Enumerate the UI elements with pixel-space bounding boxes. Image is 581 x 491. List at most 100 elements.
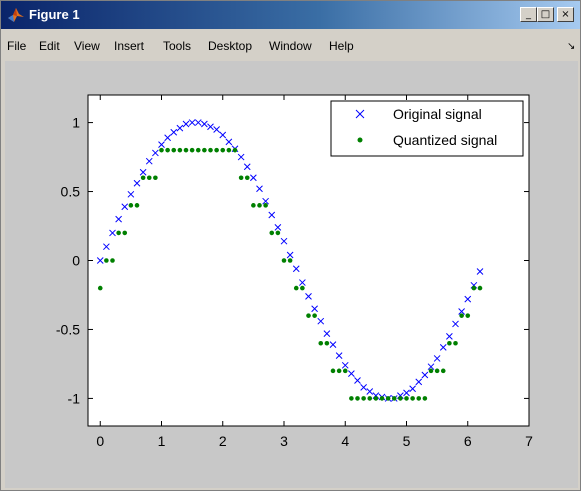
quantized-signal-point (416, 396, 422, 401)
quantized-signal-point (342, 368, 348, 374)
dock-arrow-icon[interactable]: ↘ (567, 41, 576, 52)
x-tick-label: 6 (464, 433, 472, 449)
original-signal-point (452, 320, 459, 328)
maximize-button[interactable]: □ (537, 7, 554, 22)
original-signal-point (158, 141, 165, 149)
original-signal-point (299, 279, 306, 286)
quantized-signal-point (471, 285, 477, 291)
original-signal-point (109, 229, 116, 237)
quantized-signal-point (336, 368, 342, 374)
original-signal-point (439, 344, 447, 351)
original-signal-point (464, 295, 472, 303)
axis-ticks: 0 1 2 3 4 5 6 7 -1 -0.5 0 0.5 1 (56, 95, 533, 449)
original-signal-point (115, 215, 122, 223)
quantized-signal-point (391, 396, 397, 401)
quantized-signal-point (361, 396, 366, 401)
quantized-signal-point (195, 147, 201, 153)
quantized-signal-point (116, 230, 121, 236)
original-signal-point (219, 131, 227, 139)
quantized-signal-point (134, 203, 140, 208)
quantized-signal-point (385, 396, 391, 401)
legend-entry-original: Original signal (393, 106, 482, 122)
quantized-signal-point (128, 203, 134, 208)
original-signal-point (256, 185, 263, 193)
quantized-signal-point (220, 147, 226, 153)
quantized-signal-point (171, 147, 177, 153)
series-original-signal (96, 119, 484, 402)
quantized-signal-point (453, 340, 458, 346)
quantized-signal-point (177, 147, 183, 153)
quantized-signal-point (330, 368, 336, 374)
quantized-signal-point (226, 147, 232, 153)
quantized-signal-point (214, 147, 219, 153)
x-tick-label: 3 (280, 433, 288, 449)
quantized-signal-point (324, 340, 330, 346)
quantized-signal-point (238, 175, 244, 181)
original-signal-point (458, 308, 465, 315)
series-quantized-signal (97, 147, 483, 401)
original-signal-point (127, 190, 135, 198)
original-signal-point (133, 179, 141, 187)
quantized-signal-point (355, 396, 360, 401)
quantized-signal-point (257, 203, 262, 208)
x-tick-label: 0 (96, 433, 104, 449)
menu-insert[interactable]: Insert (114, 39, 145, 53)
menu-view[interactable]: View (74, 39, 100, 53)
quantized-signal-point (208, 147, 213, 153)
menu-edit[interactable]: Edit (39, 39, 60, 53)
original-signal-point (421, 371, 429, 379)
original-signal-point (164, 134, 171, 142)
quantized-signal-point (275, 230, 281, 236)
quantized-signal-point (440, 368, 446, 374)
menu-desktop[interactable]: Desktop (208, 39, 253, 53)
y-tick-label: -0.5 (56, 321, 80, 337)
quantized-signal-point (244, 175, 250, 181)
original-signal-point (348, 370, 355, 377)
original-signal-point (96, 257, 104, 264)
original-signal-point (476, 268, 484, 275)
y-tick-label: 1 (72, 115, 80, 131)
minimize-button[interactable]: _ (520, 7, 537, 22)
quantized-signal-point (293, 285, 299, 291)
original-signal-point (292, 265, 300, 273)
y-tick-label: -1 (68, 390, 81, 406)
quantized-signal-point (318, 340, 324, 346)
menu-file[interactable]: File (7, 39, 27, 53)
legend[interactable]: Original signal Quantized signal (330, 100, 524, 157)
quantized-signal-point (422, 396, 428, 401)
quantized-signal-point (146, 175, 152, 181)
figure-canvas: 0 1 2 3 4 5 6 7 -1 -0.5 0 0.5 1 Original signal Quan… (5, 61, 578, 488)
menu-tools[interactable]: Tools (163, 39, 192, 53)
original-signal-point (103, 243, 110, 251)
plot-svg: 0 1 2 3 4 5 6 7 -1 -0.5 0 0.5 1 Original signal Quan… (56, 94, 533, 449)
close-button[interactable]: × (557, 7, 574, 22)
quantized-signal-point (104, 258, 109, 263)
legend-dot-marker-icon (357, 137, 363, 143)
menu-help[interactable]: Help (329, 39, 354, 53)
quantized-signal-point (110, 258, 115, 263)
original-signal-point (152, 149, 159, 157)
quantized-signal-point (379, 396, 385, 401)
menu-window[interactable]: Window (269, 39, 312, 53)
quantized-signal-point (459, 313, 464, 318)
original-signal-point (317, 317, 325, 325)
original-signal-point (366, 388, 374, 395)
menu-bar: File Edit View Insert Tools Desktop Wind… (1, 35, 580, 57)
original-signal-point (207, 123, 214, 131)
original-signal-point (329, 341, 337, 348)
x-tick-label: 2 (219, 433, 227, 449)
quantized-signal-point (189, 147, 195, 153)
original-signal-point (280, 237, 288, 245)
original-signal-point (268, 211, 276, 219)
legend-entry-quantized: Quantized signal (393, 132, 497, 148)
quantized-signal-point (251, 203, 256, 208)
window-title: Figure 1 (29, 7, 80, 22)
matlab-logo-icon (8, 8, 24, 22)
quantized-signal-point (434, 368, 440, 374)
quantized-signal-point (312, 313, 317, 318)
original-signal-point (225, 138, 233, 146)
original-signal-point (323, 330, 331, 337)
title-bar[interactable]: Figure 1 _ □ × (1, 1, 580, 29)
quantized-signal-point (447, 340, 452, 346)
